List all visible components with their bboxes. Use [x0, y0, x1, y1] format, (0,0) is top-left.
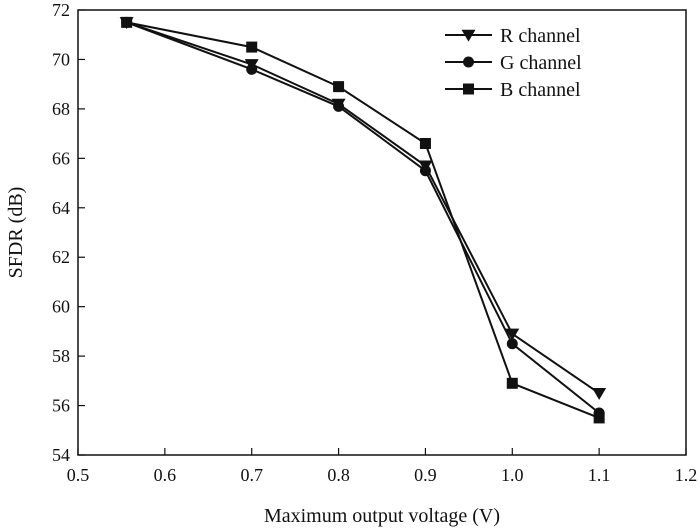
legend-item: G channel: [445, 52, 582, 74]
x-tick-label: 0.6: [154, 465, 177, 485]
legend-label: B channel: [500, 79, 581, 101]
data-point: [506, 338, 518, 350]
data-point: [506, 377, 518, 389]
data-point: [246, 63, 258, 75]
data-point: [505, 328, 520, 341]
x-tick-label: 1.1: [588, 465, 611, 485]
y-tick-label: 58: [52, 346, 70, 366]
legend-marker: [463, 83, 474, 95]
y-tick-label: 64: [52, 198, 70, 218]
series-line: [126, 21, 600, 414]
data-point: [121, 16, 133, 28]
legend-marker: [461, 29, 476, 42]
y-tick-label: 66: [52, 148, 70, 168]
series-line: [126, 21, 600, 419]
x-tick-label: 0.5: [67, 465, 90, 485]
data-point: [333, 81, 345, 93]
y-axis-title: SFDR (dB): [5, 187, 27, 279]
y-tick-label: 68: [52, 99, 70, 119]
plot-border: [77, 9, 687, 456]
data-point: [419, 165, 431, 177]
legend-item: B channel: [445, 79, 581, 101]
series-line: [126, 21, 600, 395]
x-tick-label: 1.2: [675, 465, 698, 485]
y-tick-label: 54: [52, 445, 70, 465]
y-tick-label: 62: [52, 247, 70, 267]
x-tick-label: 0.7: [240, 465, 263, 485]
x-tick-label: 0.9: [414, 465, 437, 485]
series-1: [119, 17, 607, 400]
series-2: [121, 16, 605, 419]
legend-label: R channel: [500, 25, 581, 47]
x-axis-title: Maximum output voltage (V): [264, 505, 500, 527]
data-point: [419, 138, 431, 149]
data-point: [246, 41, 258, 53]
y-tick-label: 70: [52, 49, 70, 69]
legend-marker: [463, 56, 474, 68]
data-point: [592, 387, 607, 400]
y-tick-label: 56: [52, 396, 70, 416]
x-tick-label: 0.8: [327, 465, 350, 485]
y-tick-label: 72: [52, 0, 70, 20]
data-point: [333, 100, 345, 112]
y-tick-label: 60: [52, 297, 70, 317]
x-axis-ticks: 0.5 0.6 0.7 0.8 0.9 1.0 1.1 1.2: [67, 448, 698, 485]
data-point: [593, 412, 605, 424]
series-3: [121, 16, 605, 424]
x-tick-label: 1.0: [501, 465, 524, 485]
legend-item: R channel: [445, 25, 581, 47]
legend-label: G channel: [500, 52, 582, 74]
plot-frame: [77, 9, 687, 456]
legend: R channel G channel B channel: [445, 25, 582, 101]
series-layer: [119, 16, 607, 424]
y-axis-ticks: 54 56 58 60 62 64 66 68 70 72: [52, 0, 85, 465]
